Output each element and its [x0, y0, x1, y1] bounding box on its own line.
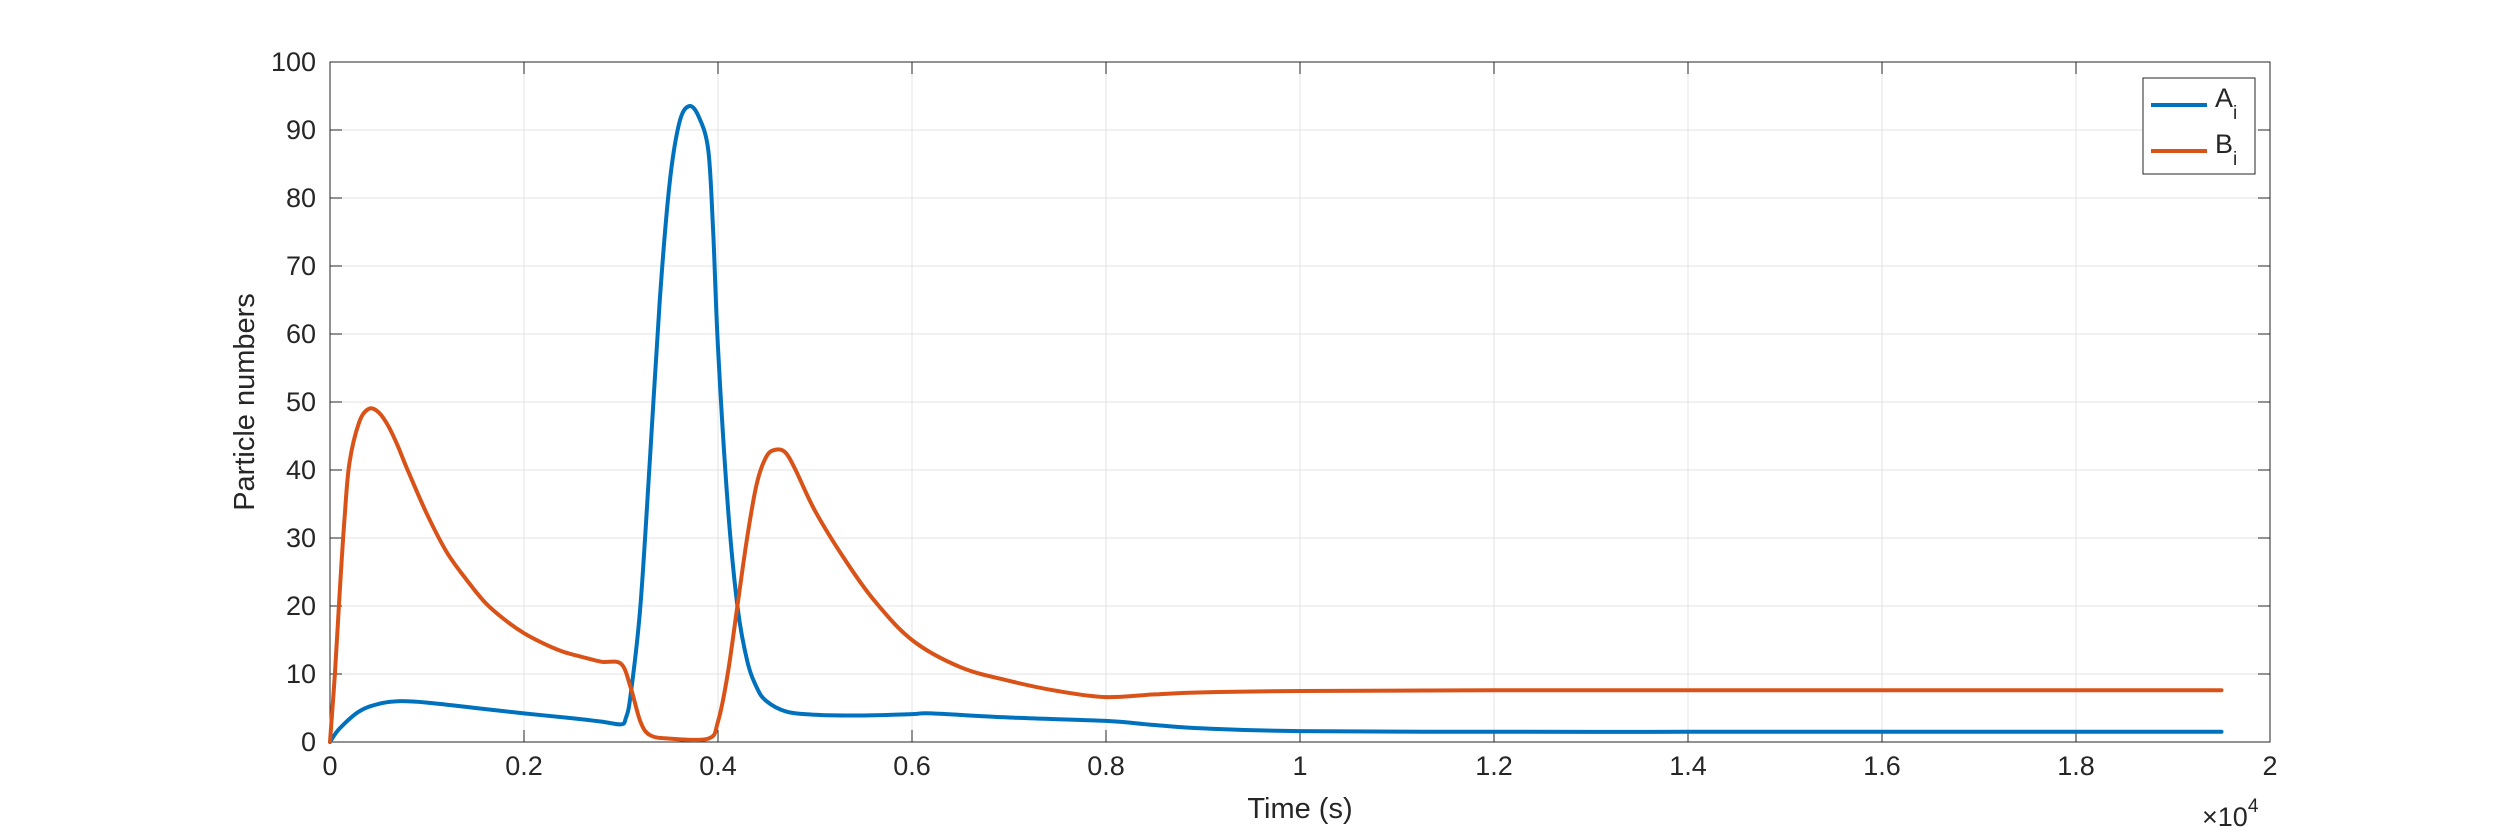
x-tick-label: 0 [322, 751, 337, 781]
x-tick-label: 1.2 [1475, 751, 1513, 781]
grid [329, 61, 2271, 743]
axis-ticks [329, 61, 2271, 743]
y-tick-label: 40 [286, 455, 316, 485]
x-tick-label: 1.4 [1669, 751, 1707, 781]
y-tick-label: 30 [286, 523, 316, 553]
legend-items: Ai Bi [2151, 83, 2237, 170]
y-tick-label: 20 [286, 591, 316, 621]
y-tick-label: 10 [286, 659, 316, 689]
x-tick-labels: 0 0.2 0.4 0.6 0.8 1 1.2 1.4 1.6 1.8 2 [322, 751, 2277, 781]
legend-label-1: Bi [2215, 129, 2237, 170]
x-axis-multiplier: ×104 [2202, 796, 2259, 832]
legend: Ai Bi [2142, 77, 2256, 175]
y-tick-label: 90 [286, 115, 316, 145]
x-axis-label: Time (s) [1247, 793, 1352, 825]
series-line-0 [328, 104, 2224, 744]
y-axis-label: Particle numbers [229, 293, 261, 511]
x-tick-label: 2 [2262, 751, 2277, 781]
x-tick-label: 0.4 [699, 751, 737, 781]
x-multiplier-exponent: 4 [2248, 796, 2259, 817]
y-tick-labels: 0 10 20 30 40 50 60 70 80 90 100 [271, 47, 316, 757]
x-multiplier-base: ×10 [2202, 802, 2248, 832]
y-tick-label: 50 [286, 387, 316, 417]
y-tick-label: 100 [271, 47, 316, 77]
legend-box [2142, 77, 2256, 175]
y-tick-label: 80 [286, 183, 316, 213]
x-tick-label: 1.8 [2057, 751, 2095, 781]
x-tick-label: 0.8 [1087, 751, 1125, 781]
x-tick-label: 0.6 [893, 751, 931, 781]
y-tick-label: 70 [286, 251, 316, 281]
y-tick-label: 0 [301, 727, 316, 757]
x-tick-label: 0.2 [505, 751, 543, 781]
x-tick-label: 1.6 [1863, 751, 1901, 781]
y-tick-label: 60 [286, 319, 316, 349]
series-line-1 [328, 406, 2224, 744]
legend-label-0: Ai [2215, 83, 2237, 124]
x-tick-label: 1 [1292, 751, 1307, 781]
series-layer [328, 104, 2224, 744]
